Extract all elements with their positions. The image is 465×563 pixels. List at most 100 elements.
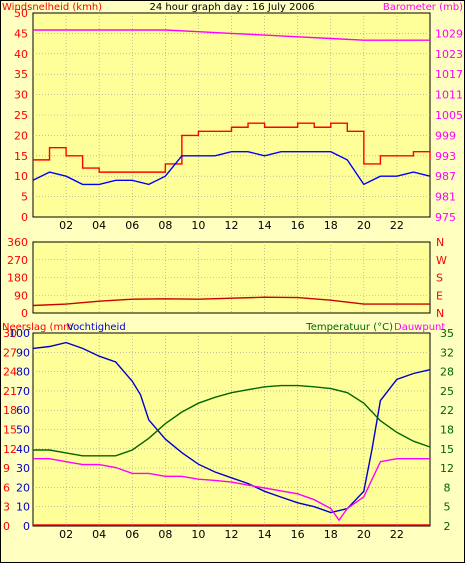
y-tick-label: 993 bbox=[435, 150, 456, 163]
y-tick-label: 45 bbox=[14, 27, 28, 40]
x-tick-label: 18 bbox=[324, 219, 338, 232]
x-tick-label: 02 bbox=[59, 528, 73, 541]
y-tick-label: 975 bbox=[435, 211, 456, 224]
x-tick-label: 08 bbox=[158, 219, 172, 232]
series-line-barometer-mb- bbox=[33, 29, 430, 41]
x-tick-label: 18 bbox=[324, 528, 338, 541]
y-tick-label: 0 bbox=[21, 211, 28, 224]
y-tick-label: 50 bbox=[14, 7, 28, 20]
y-tick-label: 5 bbox=[21, 191, 28, 204]
y-tick-label: 24 bbox=[3, 366, 17, 379]
y-tick-label: 21 bbox=[3, 385, 17, 398]
y-tick-label: 30 bbox=[3, 327, 17, 340]
direction-series bbox=[32, 296, 430, 307]
x-tick-label: 06 bbox=[125, 219, 139, 232]
x-tick-label: 12 bbox=[225, 219, 239, 232]
humidity-axis-label: Vochtigheid bbox=[67, 322, 126, 333]
wind-series bbox=[32, 29, 431, 186]
rain-y-ticks: 0 3 6 9 12 15 18 21 24 27 30 bbox=[3, 327, 17, 533]
y-tick-label: 10 bbox=[16, 501, 30, 514]
y-tick-label: 90 bbox=[14, 289, 28, 302]
y-tick-label: 3 bbox=[3, 501, 10, 514]
y-tick-label: 9 bbox=[3, 462, 10, 475]
series-line-dauwpunt bbox=[33, 458, 430, 522]
y-tick-label: 180 bbox=[7, 272, 28, 285]
y-tick-label: 2 bbox=[444, 520, 451, 533]
temperature-axis-label: Temperatuur (°C) bbox=[305, 322, 393, 333]
y-tick-label: 50 bbox=[16, 424, 30, 437]
barometer-axis-label: Barometer (mb) bbox=[383, 2, 463, 13]
y-tick-label: 999 bbox=[435, 129, 456, 142]
chart-title: 24 hour graph day : 16 July 2006 bbox=[149, 2, 314, 13]
wind-axis-label: Windsnelheid (kmh) bbox=[2, 2, 102, 13]
y-tick-label: 70 bbox=[16, 385, 30, 398]
x-tick-label: 20 bbox=[357, 219, 371, 232]
direction-grid bbox=[33, 242, 430, 313]
y-tick-label: 22 bbox=[440, 404, 454, 417]
y-tick-label: 1017 bbox=[435, 68, 463, 81]
y-tick-label: 90 bbox=[16, 346, 30, 359]
y-tick-label: 32 bbox=[440, 346, 454, 359]
x-tick-label: 16 bbox=[291, 219, 305, 232]
y-tick-label: 30 bbox=[14, 89, 28, 102]
y-tick-label: 1023 bbox=[435, 48, 463, 61]
y-tick-label: 6 bbox=[3, 481, 10, 494]
y-tick-label: 30 bbox=[16, 462, 30, 475]
x-tick-label: 14 bbox=[258, 219, 272, 232]
x-tick-label: 16 bbox=[291, 528, 305, 541]
compass-label: N bbox=[436, 307, 444, 320]
y-tick-label: 0 bbox=[23, 520, 30, 533]
y-tick-label: 987 bbox=[435, 170, 456, 183]
y-tick-label: 20 bbox=[16, 481, 30, 494]
rain-axis-label: Neerslag (mm bbox=[2, 322, 73, 333]
x-tick-label: 22 bbox=[390, 528, 404, 541]
compass-label: N bbox=[436, 236, 444, 249]
dewpoint-axis-label: Dauwpunt bbox=[394, 322, 445, 333]
y-tick-label: 15 bbox=[440, 443, 454, 456]
humidity-grid bbox=[33, 333, 430, 526]
x-tick-label: 02 bbox=[59, 219, 73, 232]
x-tick-label: 08 bbox=[158, 528, 172, 541]
y-tick-label: 8 bbox=[444, 481, 451, 494]
y-tick-label: 18 bbox=[440, 424, 454, 437]
x-tick-label: 06 bbox=[125, 528, 139, 541]
y-tick-label: 15 bbox=[3, 424, 17, 437]
y-tick-label: 25 bbox=[440, 385, 454, 398]
y-tick-label: 15 bbox=[14, 150, 28, 163]
series-line-vochtigheid bbox=[32, 341, 431, 514]
humidity-y-ticks: 0 10 20 30 40 50 60 70 80 90 100 bbox=[9, 327, 30, 533]
y-tick-label: 100 bbox=[9, 327, 30, 340]
y-tick-label: 5 bbox=[444, 501, 451, 514]
humidity-series bbox=[32, 341, 431, 526]
y-tick-label: 40 bbox=[14, 48, 28, 61]
y-tick-label: 1011 bbox=[435, 89, 463, 102]
y-tick-label: 12 bbox=[440, 462, 454, 475]
y-tick-label: 60 bbox=[16, 404, 30, 417]
x-tick-label: 04 bbox=[92, 528, 106, 541]
y-tick-label: 20 bbox=[14, 129, 28, 142]
humidity-x-ticks: 02 04 06 08 10 12 14 16 18 20 22 bbox=[59, 528, 404, 541]
x-tick-label: 04 bbox=[92, 219, 106, 232]
wind-x-ticks: 02 04 06 08 10 12 14 16 18 20 22 bbox=[59, 219, 404, 232]
series-line-windstoten-kmh- bbox=[33, 122, 431, 173]
direction-y-ticks: 0 90 180 270 360 bbox=[7, 236, 28, 320]
y-tick-label: 981 bbox=[435, 191, 456, 204]
x-tick-label: 10 bbox=[191, 528, 205, 541]
y-tick-label: 270 bbox=[7, 254, 28, 267]
y-tick-label: 18 bbox=[3, 404, 17, 417]
y-tick-label: 12 bbox=[3, 443, 17, 456]
x-tick-label: 22 bbox=[390, 219, 404, 232]
y-tick-label: 1005 bbox=[435, 109, 463, 122]
x-tick-label: 14 bbox=[258, 528, 272, 541]
y-tick-label: 35 bbox=[440, 327, 454, 340]
y-tick-label: 25 bbox=[14, 109, 28, 122]
compass-label: E bbox=[436, 289, 443, 302]
series-line-windsnelheid-gemiddeld-kmh- bbox=[32, 151, 431, 186]
y-tick-label: 0 bbox=[3, 520, 10, 533]
barometer-y-ticks: 975 981 987 993 999 1005 1011 1017 1023 1029 bbox=[435, 27, 463, 224]
compass-label: S bbox=[436, 272, 443, 285]
y-tick-label: 1029 bbox=[435, 27, 463, 40]
